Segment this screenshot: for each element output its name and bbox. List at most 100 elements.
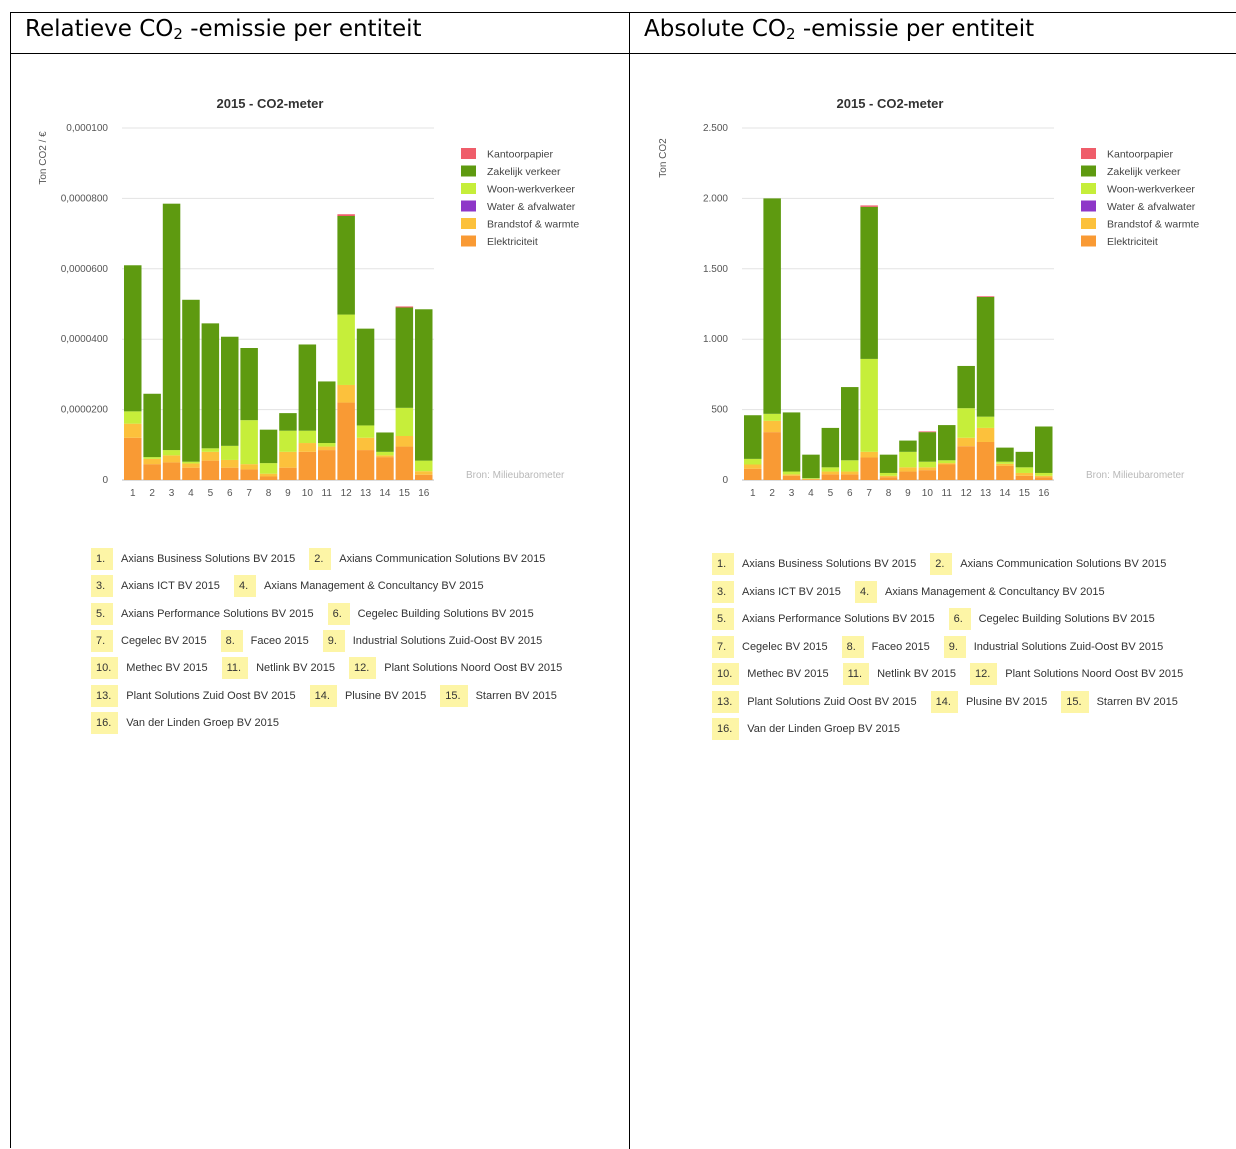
bar-segment <box>938 463 956 464</box>
bar-segment <box>919 462 937 468</box>
bar-segment <box>357 450 375 480</box>
bar-segment <box>240 464 258 469</box>
x-tick-label: 5 <box>828 488 834 499</box>
x-tick-label: 10 <box>302 488 314 499</box>
x-tick-label: 11 <box>942 488 953 499</box>
source-note: Bron: Milieubarometer <box>1086 470 1185 481</box>
bar-segment <box>957 408 975 438</box>
x-tick-label: 7 <box>246 488 252 499</box>
entity-number: 9. <box>323 630 345 652</box>
bar-segment <box>957 446 975 480</box>
header-relative: Relatieve CO2 -emissie per entiteit <box>25 16 422 43</box>
entity-name: Netlink BV 2015 <box>877 663 956 685</box>
bar-segment <box>744 465 762 469</box>
y-axis-label: Ton CO2 <box>658 138 669 178</box>
legend-swatch <box>1081 236 1096 247</box>
column-divider <box>629 13 630 1149</box>
x-tick-label: 10 <box>922 488 934 499</box>
entity-name: Starren BV 2015 <box>1097 691 1178 713</box>
legend-swatch <box>1081 148 1096 159</box>
bar-segment <box>977 442 995 480</box>
bar-segment <box>240 469 258 480</box>
bar-segment <box>919 432 937 462</box>
x-tick-label: 5 <box>208 488 214 499</box>
entity-number: 3. <box>712 581 734 603</box>
bar-segment <box>822 467 840 471</box>
bar-segment <box>860 452 878 458</box>
x-tick-label: 1 <box>130 488 136 499</box>
bar-segment <box>880 455 898 473</box>
entity-name: Van der Linden Groep BV 2015 <box>747 718 900 740</box>
bar-segment <box>860 359 878 452</box>
entity-number: 5. <box>712 608 734 630</box>
y-tick-label: 0,0000200 <box>61 405 109 416</box>
bar-segment <box>396 306 414 307</box>
entity-number: 2. <box>930 553 952 575</box>
entity-name: Plant Solutions Noord Oost BV 2015 <box>384 657 562 679</box>
bar-segment <box>318 381 336 443</box>
source-note: Bron: Milieubarometer <box>466 470 565 481</box>
bar-segment <box>996 448 1014 462</box>
bar-segment <box>977 417 995 428</box>
x-tick-label: 1 <box>750 488 756 499</box>
entity-number: 10. <box>91 657 118 679</box>
entity-name: Plant Solutions Zuid Oost BV 2015 <box>747 691 916 713</box>
bar-segment <box>919 470 937 480</box>
bar-segment <box>299 431 317 443</box>
x-tick-label: 14 <box>379 488 391 499</box>
y-tick-label: 1.500 <box>703 264 728 275</box>
x-tick-label: 13 <box>980 488 992 499</box>
bar-segment <box>124 424 142 438</box>
bar-segment <box>957 366 975 408</box>
bar-segment <box>822 474 840 480</box>
legend-entry: Brandstof & warmte <box>487 219 579 231</box>
bar-segment <box>202 452 220 461</box>
bar-segment <box>996 462 1014 464</box>
bar-segment <box>299 452 317 480</box>
bar-segment <box>822 472 840 475</box>
entity-number: 12. <box>349 657 376 679</box>
bar-segment <box>240 348 258 420</box>
entity-number: 14. <box>931 691 958 713</box>
y-tick-label: 0,0000600 <box>61 264 109 275</box>
entity-name: Methec BV 2015 <box>126 657 207 679</box>
bar-segment <box>802 455 820 479</box>
bar-segment <box>1035 426 1053 472</box>
x-tick-label: 8 <box>266 488 272 499</box>
entity-name: Axians Business Solutions BV 2015 <box>121 548 295 570</box>
header-divider <box>11 53 1236 54</box>
legend-swatch <box>461 148 476 159</box>
entity-name: Industrial Solutions Zuid-Oost BV 2015 <box>353 630 543 652</box>
legend-swatch <box>461 236 476 247</box>
bar-segment <box>279 468 297 480</box>
entity-name: Cegelec BV 2015 <box>121 630 207 652</box>
bar-segment <box>1016 467 1034 473</box>
entity-number: 4. <box>855 581 877 603</box>
x-tick-label: 12 <box>961 488 973 499</box>
bar-segment <box>337 385 355 403</box>
bar-segment <box>744 469 762 480</box>
bar-segment <box>783 472 801 475</box>
bar-segment <box>260 430 278 463</box>
bar-segment <box>202 448 220 452</box>
bar-segment <box>1035 477 1053 480</box>
header-absolute: Absolute CO2 -emissie per entiteit <box>644 16 1034 43</box>
bar-segment <box>415 461 433 472</box>
entity-name: Plant Solutions Noord Oost BV 2015 <box>1005 663 1183 685</box>
bar-segment <box>996 464 1014 466</box>
y-tick-label: 1.000 <box>703 334 728 345</box>
y-axis-label: Ton CO2 / € <box>38 131 49 185</box>
entity-name: Cegelec Building Solutions BV 2015 <box>358 603 534 625</box>
bar-segment <box>143 459 161 464</box>
bar-segment <box>860 457 878 480</box>
bar-segment <box>938 465 956 480</box>
bar-segment <box>977 297 995 417</box>
bar-segment <box>763 421 781 432</box>
bar-segment <box>415 309 433 460</box>
bar-segment <box>396 436 414 447</box>
entity-name: Axians ICT BV 2015 <box>121 575 220 597</box>
y-tick-label: 0 <box>722 475 728 486</box>
